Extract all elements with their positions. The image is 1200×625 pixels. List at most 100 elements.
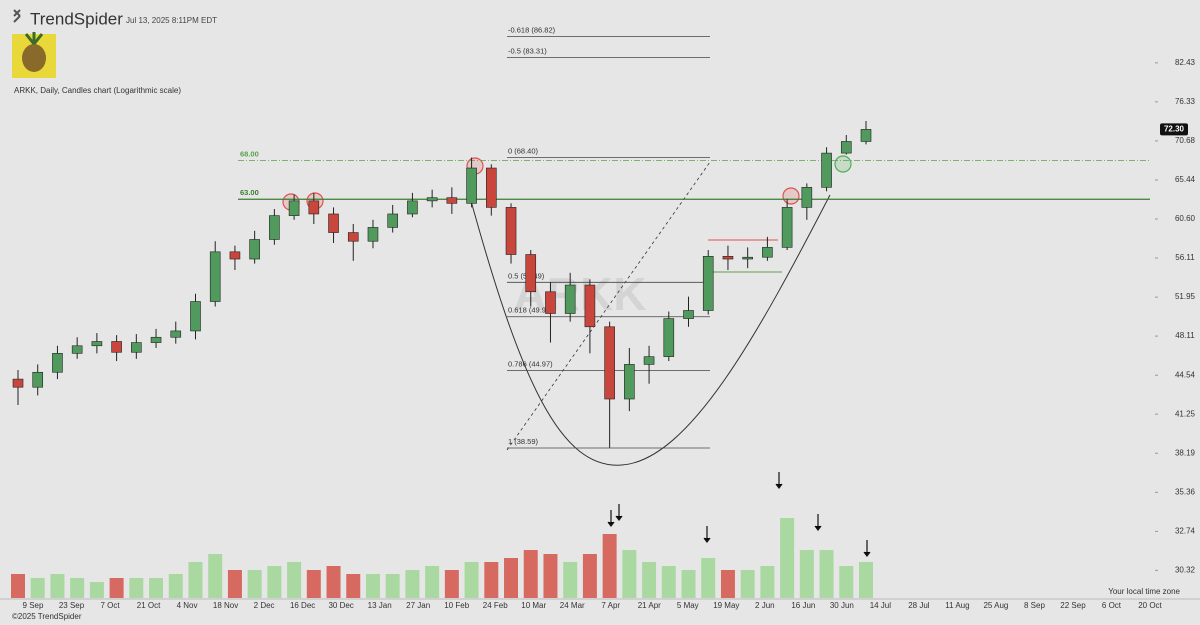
x-tick-label: 18 Nov [213,601,238,610]
candle-body [131,342,142,353]
candle-body [170,330,182,338]
volume-bar [247,570,262,598]
x-tick-label: 10 Feb [444,601,469,610]
fib-label: -0.618 (86.82) [508,26,556,35]
y-tick-label: 35.36 [1175,487,1196,496]
candle-body [288,200,300,216]
candle-body [328,213,339,233]
x-tick-label: 2 Dec [254,601,275,610]
x-tick-label: 11 Aug [945,601,969,610]
volume-bar [149,578,164,598]
candle-body [269,215,280,240]
x-tick-label: 14 Jul [870,601,892,610]
volume-bar [444,570,459,598]
fib-label: 0 (68.40) [508,147,539,156]
x-tick-label: 24 Feb [483,601,508,610]
x-tick-label: 27 Jan [406,601,430,610]
level-label: 68.00 [240,149,259,158]
x-tick-label: 28 Jul [908,601,930,610]
x-tick-label: 5 May [677,601,699,610]
x-tick-label: 4 Nov [177,601,198,610]
candle-body [564,284,576,314]
volume-bar [543,554,558,598]
y-tick-label: 32.74 [1175,527,1196,536]
volume-bar [642,562,657,598]
x-tick-label: 24 Mar [560,601,585,610]
footer: ©2025 TrendSpider [12,612,82,621]
candle-body [663,318,675,357]
candle-body [821,152,832,188]
timestamp: Jul 13, 2025 8:11PM EDT [126,16,217,25]
candle-body [624,364,635,400]
candle-body [762,247,773,258]
fib-label: -0.5 (83.31) [508,46,547,55]
x-tick-label: 21 Oct [137,601,161,610]
y-tick-label: 76.33 [1175,97,1196,106]
volume-bar [720,570,735,598]
candle-body [426,197,438,202]
candle-body [32,371,44,388]
avatar-leaves [24,32,44,45]
x-tick-label: 22 Sep [1060,601,1086,610]
candle-body [702,256,714,311]
y-tick-label: 51.95 [1175,292,1196,301]
y-tick-label: 30.32 [1175,565,1196,574]
brand: TrendSpider [30,9,123,28]
candle-body [545,291,556,314]
volume-bar [405,570,420,598]
volume-bar [70,578,85,598]
candle-body [52,353,63,373]
y-tick-label: 48.11 [1175,331,1195,340]
x-tick-label: 10 Mar [521,601,546,610]
volume-bar [701,558,716,598]
candle-body [781,207,793,248]
y-tick-label: 56.11 [1175,253,1195,262]
volume-bar [326,566,341,598]
candle-body [387,213,398,228]
volume-bar [661,566,676,598]
y-tick-label: 41.25 [1175,409,1196,418]
volume-bar [563,562,578,598]
x-tick-label: 8 Sep [1024,601,1045,610]
volume-bar [227,570,242,598]
candle-body [308,200,320,215]
volume-bar [346,574,361,598]
y-tick-label: 38.19 [1175,448,1196,457]
volume-bar [168,574,183,598]
volume-bar [188,562,203,598]
y-tick-label: 44.54 [1175,370,1196,379]
x-tick-label: 21 Apr [638,601,661,610]
volume-bar [622,550,637,598]
volume-arrows [607,472,871,557]
volume-bar [287,562,302,598]
x-tick-label: 30 Jun [830,601,854,610]
y-tick-label: 70.68 [1175,136,1196,145]
candle-body [367,227,379,242]
volume-bar [504,558,519,598]
volume-bar [11,574,25,598]
candle-body [407,200,418,215]
fib-label: 0.618 (49.98) [508,306,553,315]
candle-body [643,356,655,365]
candle-body [722,256,734,260]
volume-bar [30,578,45,598]
logo-mark [13,9,21,23]
volume-bar [267,566,282,598]
volume-bar [602,534,617,598]
candle-body [446,197,458,204]
candle-body [742,256,753,260]
y-tick-label: 65.44 [1175,175,1196,184]
volume-bar [760,566,775,598]
candle-body [150,336,162,343]
candle-body [860,129,872,142]
x-tick-label: 16 Jun [791,601,815,610]
volume-bar [109,578,124,598]
candle-body [486,167,497,208]
volume-bar [799,550,814,598]
volume-bar [582,554,597,598]
avatar-fruit [22,44,46,72]
candle-body [249,239,260,260]
candle-body [525,254,537,293]
x-tick-label: 20 Oct [1138,601,1162,610]
